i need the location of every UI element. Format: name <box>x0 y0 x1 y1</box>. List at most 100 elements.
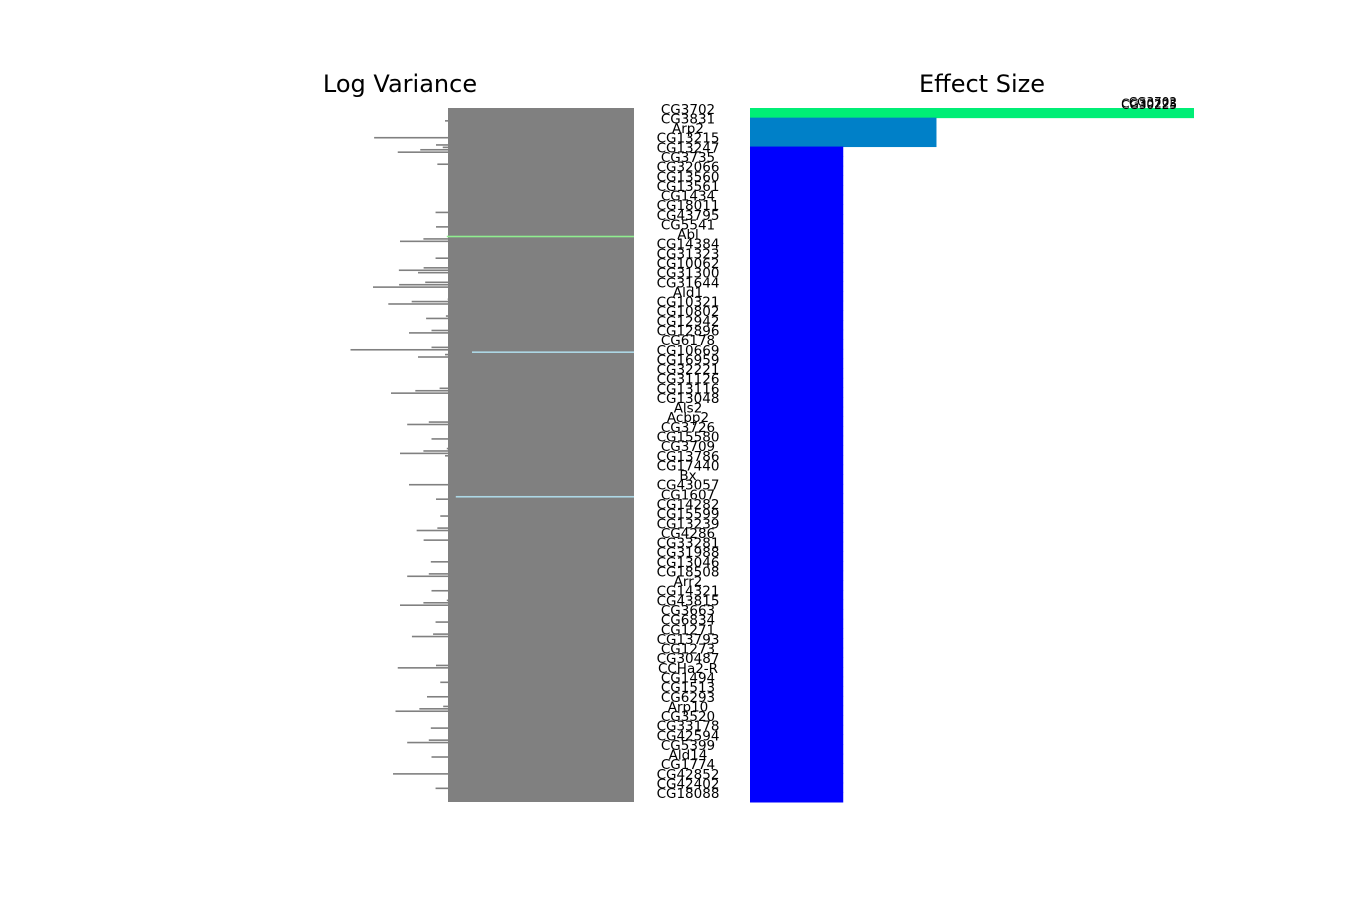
log-variance-bar-CG16959 <box>463 363 634 366</box>
gene-label: CG6178 <box>661 333 715 349</box>
log-variance-bar-CG13215 <box>460 141 634 144</box>
log-variance-bar-CG18088 <box>522 792 634 794</box>
log-variance-bar-CG18011 <box>473 206 634 209</box>
log-variance-bar-CG33178 <box>517 729 634 732</box>
log-variance-bar-CG31300 <box>472 279 634 281</box>
log-variance-bar-CG31126 <box>535 380 634 382</box>
log-variance-bar-CG33178 <box>430 727 634 729</box>
log-variance-bar-CCHa2-R <box>397 667 634 669</box>
effect-size-bar-CG10669 <box>750 348 844 360</box>
gene-label: CG12942 <box>657 314 720 330</box>
gene-label: CG43815 <box>657 593 720 609</box>
log-variance-bar-CG42402 <box>520 789 634 792</box>
gene-label: Acbp2 <box>667 410 709 426</box>
effect-size-bar-CG15580 <box>750 435 844 446</box>
gene-label: CG30487 <box>657 651 720 667</box>
effect-size-bar-CG30487 <box>750 657 844 668</box>
gene-label: CG10321 <box>657 295 720 311</box>
log-variance-bar-CG3831 <box>445 120 634 122</box>
gene-label: Bx <box>679 468 696 484</box>
log-variance-bar-CG4286 <box>423 539 634 541</box>
effect-size-bar-CG1273 <box>750 647 844 658</box>
gene-label: CG3663 <box>661 603 715 619</box>
effect-size-bar-CG13048 <box>750 397 844 408</box>
gene-label: CG42402 <box>657 777 720 793</box>
log-variance-bar-CG10669 <box>472 351 634 353</box>
log-variance-bar-CG13046 <box>430 561 634 563</box>
effect-size-bar-CG18508 <box>750 570 844 581</box>
log-variance-bar-CG33281 <box>535 546 634 549</box>
gene-label-column: CG3702CG3831Arp2CG13215CG13247CG3735CG32… <box>657 102 720 802</box>
gene-label: CG18011 <box>657 198 720 214</box>
log-variance-bar-CG13247 <box>442 146 634 149</box>
gene-label: CG42852 <box>657 767 720 783</box>
log-variance-bar-CG10802 <box>465 312 634 315</box>
log-variance-bar-Arp10 <box>395 710 634 713</box>
effect-size-bar-CG13561 <box>750 185 844 196</box>
effect-size-bar-CG13215 <box>750 136 937 148</box>
log-variance-bar-CG1494 <box>477 676 634 679</box>
effect-size-bar-CG32221 <box>750 368 844 379</box>
log-variance-bar-CG33178 <box>450 724 634 727</box>
gene-label: CG10669 <box>657 343 720 359</box>
log-variance-bar-CG3709 <box>400 452 634 455</box>
log-variance-bar-CG13793 <box>499 642 634 645</box>
log-variance-bar-CG13046 <box>479 568 634 570</box>
log-variance-bar-CG13215 <box>374 136 634 139</box>
log-variance-bar-CG43057 <box>465 491 634 493</box>
log-variance-bar-CG30487 <box>475 659 634 662</box>
log-variance-bar-CG18011 <box>435 211 634 214</box>
log-variance-bar-CG18011 <box>454 209 634 211</box>
log-variance-bar-CG30487 <box>455 662 634 664</box>
log-variance-bar-Acbp2 <box>407 423 634 426</box>
effect-size-bar-CG12896 <box>750 329 844 340</box>
effect-size-bar-CG31300 <box>750 271 844 282</box>
log-variance-bar-CG1774 <box>454 770 634 773</box>
log-variance-bar-CG10062 <box>448 264 634 267</box>
gene-label: CG33281 <box>657 536 720 552</box>
gene-label: Abl <box>677 227 699 243</box>
log-variance-bar-CG31644 <box>399 283 634 286</box>
effect-size-title: Effect Size <box>919 70 1045 98</box>
effect-size-bar-CG13239 <box>750 522 844 533</box>
log-variance-bar-CG16959 <box>496 358 634 361</box>
log-variance-bar-CG13048 <box>501 399 634 402</box>
log-variance-bar-CG31126 <box>454 377 634 380</box>
log-variance-bar-CG42594 <box>407 741 634 744</box>
log-variance-bar-CG15580 <box>522 440 634 443</box>
log-variance-bar-CG13048 <box>520 397 634 399</box>
effect-size-bar-CG1494 <box>750 676 844 687</box>
log-variance-bar-CG12896 <box>409 332 634 334</box>
log-variance-bar-CG42852 <box>473 777 634 780</box>
gene-label: CG12896 <box>657 323 720 339</box>
log-variance-bar-CG3831 <box>530 122 634 125</box>
log-variance-bar-CG1271 <box>433 633 634 635</box>
log-variance-bar-CG13239 <box>416 529 634 532</box>
log-variance-bar-CG13215 <box>485 139 634 141</box>
gene-label: CG6834 <box>661 613 715 629</box>
effect-size-bar-CG1774 <box>750 763 844 774</box>
log-variance-bar-CG6834 <box>501 626 634 628</box>
log-variance-bar-CG31644 <box>490 288 634 291</box>
log-variance-bar-CG1273 <box>522 655 634 657</box>
log-variance-bar-CG13561 <box>526 185 634 187</box>
effect-size-bar-Arp10 <box>750 705 844 716</box>
effect-size-bar-CG33178 <box>750 724 844 736</box>
log-variance-bar-CG13560 <box>542 182 634 185</box>
log-variance-bar-CG42852 <box>393 773 634 775</box>
effect-size-bar-CG31323 <box>750 252 844 263</box>
log-variance-bar-CG1607 <box>455 495 634 498</box>
log-variance-bar-CG42402 <box>473 782 634 785</box>
log-variance-bar-CG17440 <box>480 467 634 469</box>
log-variance-bar-CG31323 <box>473 252 634 255</box>
log-variance-bar-CG1494 <box>523 683 634 686</box>
log-variance-bar-CG18011 <box>492 204 634 206</box>
gene-label: CG13247 <box>657 140 720 156</box>
log-variance-bar-Arp10 <box>443 705 634 708</box>
log-variance-bar-CG3709 <box>446 447 634 450</box>
log-variance-bar-CG10321 <box>470 308 634 310</box>
log-variance-bar-Als2 <box>523 414 634 416</box>
log-variance-bar-CG10669 <box>445 353 634 356</box>
gene-label: CG31323 <box>657 246 720 262</box>
